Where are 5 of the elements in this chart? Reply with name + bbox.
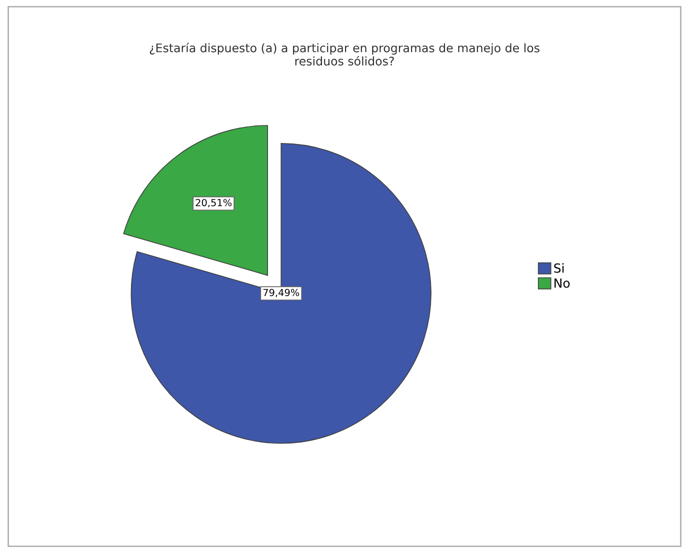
chart-title: ¿Estaría dispuesto (a) a participar en programas de manejo de los residuos sólidos? — [150, 42, 540, 66]
data-label: 20,51% — [196, 198, 232, 208]
legend-label: No — [554, 278, 570, 288]
legend-label: Si — [554, 263, 564, 273]
data-label: 79,49% — [263, 288, 300, 298]
